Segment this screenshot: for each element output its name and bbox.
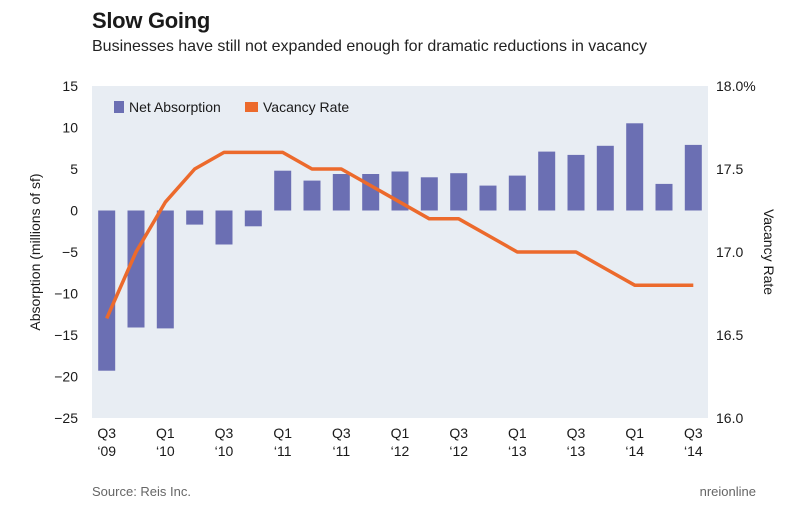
- x-tick-label-quarter: Q1: [391, 425, 410, 441]
- x-tick-label-year: ‘14: [625, 443, 644, 459]
- legend-label-vacancy-rate: Vacancy Rate: [263, 99, 349, 115]
- plot-background: [92, 86, 708, 418]
- bar-net-absorption: [303, 180, 321, 211]
- chart-subtitle: Businesses have still not expanded enoug…: [92, 38, 647, 55]
- left-axis-tick-label: 10: [62, 120, 78, 136]
- left-axis-tick-label: −20: [54, 369, 78, 385]
- x-tick-label-quarter: Q1: [625, 425, 644, 441]
- left-axis-tick-label: 0: [70, 203, 78, 219]
- right-axis-tick-label: 16.5: [716, 327, 743, 343]
- left-axis-tick-label: −10: [54, 286, 78, 302]
- bar-net-absorption: [508, 175, 526, 211]
- x-tick-label-quarter: Q1: [508, 425, 527, 441]
- x-tick-label-quarter: Q3: [684, 425, 703, 441]
- x-tick-label-year: ‘11: [332, 443, 350, 459]
- left-axis-ticks: 15 10 5 0 −5 −10 −15 −20 −25: [54, 78, 78, 426]
- left-axis-label: Absorption (millions of sf): [27, 173, 43, 330]
- publisher-credit: nreionline: [699, 484, 756, 499]
- right-axis-ticks: 18.0% 17.5 17.0 16.5 16.0: [716, 78, 756, 426]
- right-axis-tick-label: 17.5: [716, 161, 743, 177]
- x-tick-label-year: ‘13: [508, 443, 527, 459]
- right-axis-tick-label: 18.0%: [716, 78, 756, 94]
- x-tick-label-quarter: Q3: [215, 425, 234, 441]
- bar-net-absorption: [626, 123, 644, 211]
- chart-title: Slow Going: [92, 8, 210, 33]
- bar-net-absorption: [332, 174, 350, 211]
- left-axis-tick-label: −15: [54, 327, 78, 343]
- bar-net-absorption: [156, 210, 174, 329]
- right-axis-tick-label: 17.0: [716, 244, 743, 260]
- bar-net-absorption: [655, 183, 673, 211]
- bar-net-absorption: [215, 210, 233, 245]
- bar-net-absorption: [274, 170, 292, 211]
- bar-net-absorption: [450, 173, 468, 211]
- left-axis-tick-label: −5: [62, 244, 78, 260]
- x-tick-label-quarter: Q3: [332, 425, 351, 441]
- left-axis-tick-label: 15: [62, 78, 78, 94]
- legend-label-net-absorption: Net Absorption: [129, 99, 221, 115]
- x-tick-label-year: ‘14: [684, 443, 703, 459]
- x-axis-ticks: Q3 ‘09 Q1 ‘10 Q3 ‘10 Q1 ‘11 Q3 ‘11 Q1 ‘12 Q3 ‘12 Q1 ‘13…: [97, 425, 702, 459]
- bar-net-absorption: [596, 145, 614, 211]
- bar-net-absorption: [186, 210, 204, 225]
- bar-net-absorption: [244, 210, 262, 227]
- bar-net-absorption: [567, 154, 585, 211]
- legend: Net Absorption Vacancy Rate: [114, 99, 349, 115]
- x-tick-label-year: ‘12: [391, 443, 410, 459]
- right-axis-tick-label: 16.0: [716, 410, 743, 426]
- bar-series: [98, 123, 702, 371]
- bar-net-absorption: [684, 144, 702, 211]
- x-tick-label-quarter: Q1: [273, 425, 292, 441]
- left-axis-tick-label: −25: [54, 410, 78, 426]
- x-tick-label-quarter: Q3: [567, 425, 586, 441]
- x-tick-label-year: ‘13: [567, 443, 586, 459]
- x-tick-label-quarter: Q3: [97, 425, 116, 441]
- right-axis-label: Vacancy Rate: [761, 209, 777, 295]
- bar-net-absorption: [127, 210, 145, 328]
- x-tick-label-quarter: Q1: [156, 425, 175, 441]
- legend-swatch-vacancy-rate: [245, 102, 258, 112]
- vacancy-rate-line: [105, 150, 694, 320]
- x-tick-label-quarter: Q3: [449, 425, 468, 441]
- x-tick-label-year: ‘11: [274, 443, 292, 459]
- legend-swatch-net-absorption: [114, 101, 124, 113]
- x-tick-label-year: ‘10: [156, 443, 175, 459]
- bar-net-absorption: [538, 151, 556, 211]
- x-tick-label-year: ‘12: [449, 443, 468, 459]
- x-tick-label-year: ‘10: [215, 443, 234, 459]
- bar-net-absorption: [362, 174, 380, 211]
- bar-net-absorption: [479, 185, 497, 211]
- bar-net-absorption: [420, 177, 438, 211]
- source-note: Source: Reis Inc.: [92, 484, 191, 499]
- x-tick-label-year: ‘09: [97, 443, 116, 459]
- bar-net-absorption: [98, 210, 116, 371]
- left-axis-tick-label: 5: [70, 161, 78, 177]
